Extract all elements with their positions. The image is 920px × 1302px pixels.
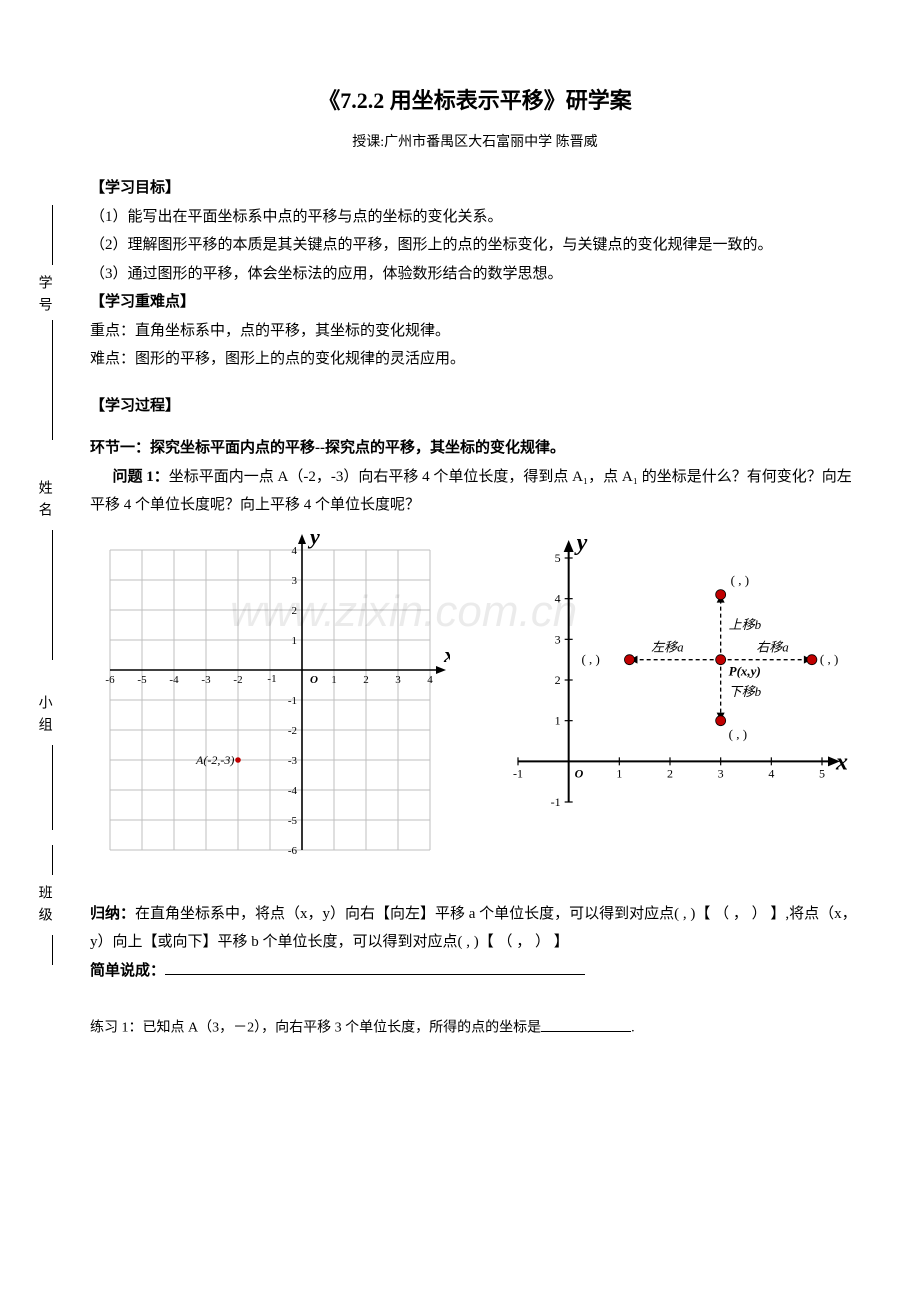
short-label: 简单说成： (90, 963, 165, 979)
svg-text:4: 4 (427, 674, 433, 686)
svg-text:4: 4 (555, 592, 561, 606)
mubiao-item: （3）通过图形的平移，体会坐标法的应用，体验数形结合的数学思想。 (90, 260, 860, 289)
svg-text:x: x (835, 749, 848, 775)
q1-label: 问题 1： (113, 469, 169, 485)
svg-text:2: 2 (292, 605, 298, 617)
margin-line (52, 320, 53, 440)
svg-text:-4: -4 (288, 785, 298, 797)
svg-text:3: 3 (718, 766, 724, 780)
svg-text:( , ): ( , ) (729, 727, 747, 742)
svg-text:3: 3 (292, 575, 298, 587)
svg-text:右移a: 右移a (756, 640, 789, 655)
svg-text:5: 5 (555, 551, 561, 565)
section-zhongdian-h: 【学习重难点】 (90, 288, 860, 317)
section-mubiao-h: 【学习目标】 (90, 174, 860, 203)
svg-text:-2: -2 (288, 725, 297, 737)
svg-text:3: 3 (555, 632, 561, 646)
huanjie1-title: 环节一：探究坐标平面内点的平移--探究点的平移，其坐标的变化规律。 (90, 434, 860, 463)
svg-text:下移b: 下移b (729, 684, 762, 699)
svg-text:( , ): ( , ) (731, 572, 749, 587)
svg-text:x: x (443, 642, 450, 667)
blank-fill-short[interactable] (541, 1015, 631, 1031)
practice-1: 练习 1：已知点 A（3，－2），向右平移 3 个单位长度，所得的点的坐标是. (90, 1015, 860, 1042)
margin-label-xingming: 姓名 (30, 480, 57, 524)
svg-text:1: 1 (292, 635, 298, 647)
svg-text:( , ): ( , ) (820, 652, 838, 667)
graph-1: -6 -5 -4 -3 -2 -1 1 2 3 4 -6 -5 -4 -3 -2 -1 1 2 3 4 Ox y A(-2,… (90, 530, 450, 870)
svg-text:-1: -1 (551, 795, 561, 809)
svg-text:2: 2 (667, 766, 673, 780)
svg-text:-1: -1 (288, 695, 297, 707)
svg-text:O: O (310, 674, 318, 686)
section-guocheng-h: 【学习过程】 (90, 392, 860, 421)
blank-fill[interactable] (165, 957, 585, 975)
svg-text:-2: -2 (233, 674, 242, 686)
question-1: 问题 1：坐标平面内一点 A（-2，-3）向右平移 4 个单位长度，得到点 A₁… (90, 463, 860, 520)
page-title: 《7.2.2 用坐标表示平移》研学案 (90, 80, 860, 122)
zhongdian-item: 难点：图形的平移，图形上的点的变化规律的灵活应用。 (90, 345, 860, 374)
zhongdian-item: 重点：直角坐标系中，点的平移，其坐标的变化规律。 (90, 317, 860, 346)
svg-text:y: y (574, 530, 588, 556)
margin-label-xuehao: 学号 (30, 275, 57, 319)
mubiao-item: （2）理解图形平移的本质是其关键点的平移，图形上的点的坐标变化，与关键点的变化规… (90, 231, 860, 260)
margin-line (52, 205, 53, 265)
margin-line (52, 935, 53, 965)
short-say: 简单说成： (90, 957, 860, 986)
teacher-line: 授课:广州市番禺区大石富丽中学 陈晋威 (90, 130, 860, 157)
margin-line (52, 845, 53, 875)
margin-line (52, 530, 53, 660)
svg-text:1: 1 (555, 714, 561, 728)
svg-text:1: 1 (331, 674, 337, 686)
svg-text:-6: -6 (105, 674, 115, 686)
graph-2: -1 1 2 3 4 5 -1 1 2 3 4 5 Ox y P(x,y) ( , ) 上移b ( , ) 下移b (… (490, 530, 850, 830)
practice-text-a: 练习 1：已知点 A（3，－2），向右平移 3 个单位长度，所得的点的坐标是 (90, 1021, 541, 1036)
practice-text-b: . (631, 1021, 635, 1036)
svg-text:2: 2 (555, 673, 561, 687)
margin-line (52, 745, 53, 830)
svg-text:左移a: 左移a (651, 640, 684, 655)
svg-text:O: O (575, 766, 584, 780)
svg-text:( , ): ( , ) (581, 652, 599, 667)
guina-body: 在直角坐标系中，将点（x，y）向右【向左】平移 a 个单位长度，可以得到对应点(… (90, 906, 857, 951)
guina-block: 归纳：在直角坐标系中，将点（x，y）向右【向左】平移 a 个单位长度，可以得到对… (90, 900, 860, 957)
svg-text:上移b: 上移b (729, 617, 762, 632)
guina-label: 归纳： (90, 906, 135, 922)
svg-text:A(-2,-3): A(-2,-3) (195, 753, 234, 767)
margin-label-xiaozu: 小组 (30, 695, 57, 739)
svg-text:5: 5 (819, 766, 825, 780)
svg-text:2: 2 (363, 674, 369, 686)
svg-text:-6: -6 (288, 845, 298, 857)
svg-text:-3: -3 (201, 674, 211, 686)
svg-text:1: 1 (616, 766, 622, 780)
svg-text:-5: -5 (137, 674, 147, 686)
svg-text:P(x,y): P(x,y) (729, 664, 761, 679)
svg-text:y: y (307, 530, 320, 549)
svg-text:-5: -5 (288, 815, 298, 827)
graphs-row: -6 -5 -4 -3 -2 -1 1 2 3 4 -6 -5 -4 -3 -2 -1 1 2 3 4 Ox y A(-2,… (90, 530, 860, 870)
svg-text:4: 4 (292, 545, 298, 557)
svg-text:4: 4 (768, 766, 774, 780)
svg-text:-3: -3 (288, 755, 298, 767)
svg-text:-1: -1 (513, 766, 523, 780)
mubiao-item: （1）能写出在平面坐标系中点的平移与点的坐标的变化关系。 (90, 203, 860, 232)
svg-text:-1: -1 (267, 673, 276, 685)
margin-label-banji: 班级 (30, 885, 57, 929)
svg-text:-4: -4 (169, 674, 179, 686)
q1-body: 坐标平面内一点 A（-2，-3）向右平移 4 个单位长度，得到点 A₁，点 A₁… (90, 469, 852, 514)
svg-text:3: 3 (395, 674, 401, 686)
